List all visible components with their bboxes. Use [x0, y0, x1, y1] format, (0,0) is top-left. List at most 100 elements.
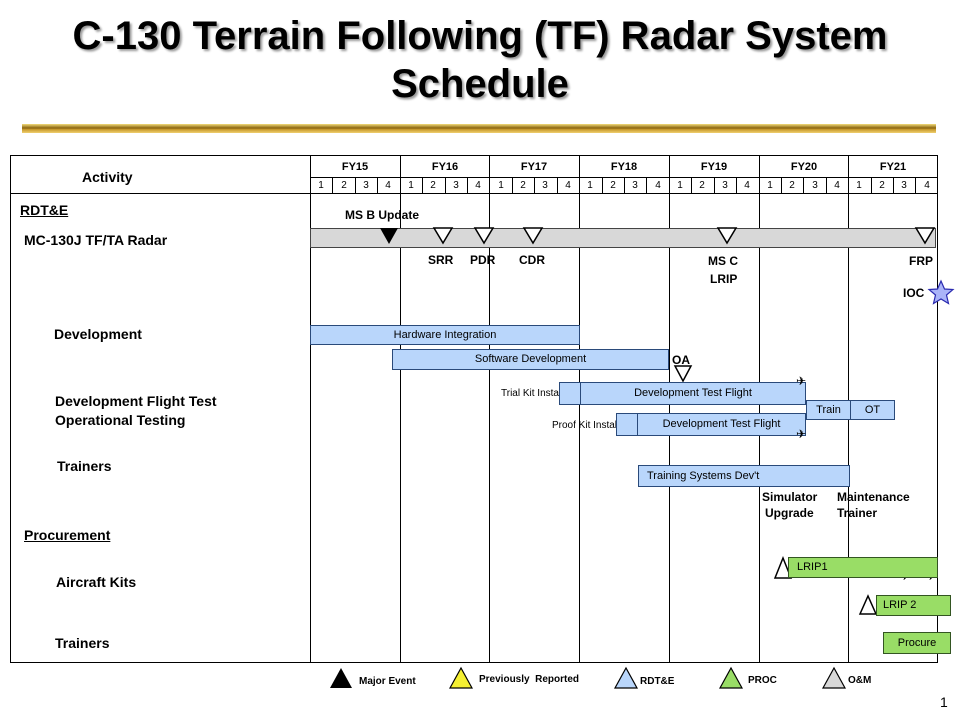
development-test-flight-bar-2: Development Test Flight [637, 413, 806, 436]
row-trainers-rdte: Trainers [57, 458, 112, 474]
quarter-label: 1 [856, 180, 862, 191]
development-test-flight-bar-1: Development Test Flight [580, 382, 806, 405]
lrip2-bar: LRIP 2 [876, 595, 951, 616]
page-number: 1 [940, 694, 948, 710]
quarter-divider [602, 177, 603, 193]
legend-proc-icon [718, 666, 744, 689]
oa-label: OA [672, 353, 690, 367]
mc130j-program-bar [310, 228, 936, 248]
quarter-label: 2 [520, 180, 526, 191]
quarter-divider [714, 177, 715, 193]
quarter-divider [871, 177, 872, 193]
quarter-divider [691, 177, 692, 193]
page-title-text: C-130 Terrain Following (TF) Radar Syste… [72, 14, 888, 106]
quarter-divider [445, 177, 446, 193]
legend-om: O&M [848, 675, 872, 686]
legend-previously-reported: Previously Reported [479, 674, 580, 685]
fiscal-year-divider [759, 155, 760, 663]
procure-bar: Procure [883, 632, 951, 654]
fiscal-year-label: FY16 [431, 161, 459, 173]
lrip1-start-marker [773, 555, 793, 579]
quarter-label: 4 [385, 180, 391, 191]
quarter-divider [422, 177, 423, 193]
quarter-label: 3 [542, 180, 548, 191]
quarter-label: 4 [924, 180, 930, 191]
proof-kit-install-label: Proof Kit Install [552, 420, 620, 431]
pdr-marker [473, 227, 495, 245]
ioc-star-icon [927, 279, 955, 305]
quarter-label: 4 [655, 180, 661, 191]
quarter-divider [332, 177, 333, 193]
fiscal-year-divider [489, 155, 490, 663]
quarter-label: 1 [677, 180, 683, 191]
row-development: Development [54, 326, 142, 342]
quarter-label: 2 [789, 180, 795, 191]
quarter-label: 3 [632, 180, 638, 191]
row-rdte: RDT&E [20, 202, 69, 218]
row-operational-testing: Operational Testing [55, 412, 186, 428]
quarter-label: 2 [610, 180, 616, 191]
quarter-divider [803, 177, 804, 193]
ms-b-major-event-marker [380, 228, 398, 244]
quarter-divider [781, 177, 782, 193]
legend-rdte: RDT&E [640, 676, 675, 687]
header-bottom-line [10, 193, 938, 194]
lrip1-bar: LRIP1 [788, 557, 938, 578]
ms-c-label: MS C [708, 254, 738, 268]
legend-rdte-icon [613, 666, 639, 689]
aircraft-icon: ✈ [796, 374, 807, 388]
quarter-label: 2 [341, 180, 347, 191]
legend-major-event-icon [330, 668, 352, 688]
title-divider [22, 124, 936, 133]
quarter-label: 3 [812, 180, 818, 191]
srr-marker [432, 227, 454, 245]
training-systems-dev-bar: Training Systems Dev't [638, 465, 850, 487]
quarter-label: 1 [587, 180, 593, 191]
activity-header: Activity [82, 169, 133, 185]
quarter-label: 1 [318, 180, 324, 191]
activity-column-divider [310, 155, 311, 663]
train-bar: Train [806, 400, 851, 420]
maintenance-label-line2: Trainer [837, 506, 878, 520]
quarter-divider [557, 177, 558, 193]
fiscal-year-label: FY15 [341, 161, 369, 173]
ioc-label: IOC [903, 286, 925, 300]
frp-marker [914, 227, 936, 245]
fiscal-year-label: FY18 [610, 161, 638, 173]
cdr-marker [522, 227, 544, 245]
fiscal-year-divider [579, 155, 580, 663]
row-procurement: Procurement [24, 527, 111, 543]
cdr-label: CDR [519, 253, 545, 267]
maintenance-label-line1: Maintenance [837, 490, 910, 504]
quarter-label: 3 [901, 180, 907, 191]
quarter-divider [646, 177, 647, 193]
quarter-label: 1 [767, 180, 773, 191]
schedule-frame [10, 155, 938, 663]
quarter-divider [467, 177, 468, 193]
quarter-divider [534, 177, 535, 193]
frp-label: FRP [909, 254, 933, 268]
row-dev-flight-test: Development Flight Test [55, 393, 217, 409]
quarter-label: 2 [879, 180, 885, 191]
lrip-label: LRIP [710, 272, 738, 286]
ms-b-label: MS B Update [345, 208, 420, 222]
quarter-label: 3 [722, 180, 728, 191]
row-aircraft-kits: Aircraft Kits [56, 574, 137, 590]
fiscal-year-label: FY21 [879, 161, 907, 173]
quarter-divider [512, 177, 513, 193]
quarter-label: 3 [363, 180, 369, 191]
software-development-bar: Software Development [392, 349, 669, 370]
trial-kit-install-label: Trial Kit Install [501, 388, 564, 399]
quarter-label: 2 [430, 180, 436, 191]
fiscal-year-divider [400, 155, 401, 663]
row-mc130j-radar: MC-130J TF/TA Radar [24, 232, 168, 248]
oa-marker [673, 365, 693, 383]
quarter-divider [624, 177, 625, 193]
fiscal-year-label: FY19 [700, 161, 728, 173]
simulator-label-line2: Upgrade [765, 506, 814, 520]
lrip2-start-marker [858, 594, 878, 615]
legend-proc: PROC [748, 675, 777, 686]
quarter-divider [915, 177, 916, 193]
quarter-divider [826, 177, 827, 193]
